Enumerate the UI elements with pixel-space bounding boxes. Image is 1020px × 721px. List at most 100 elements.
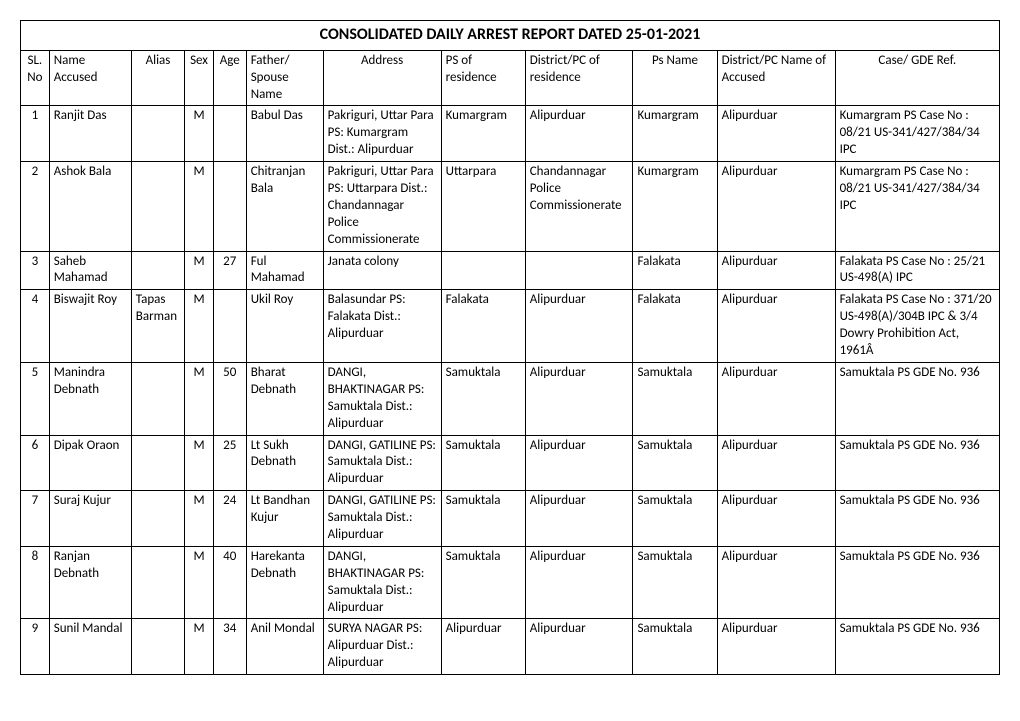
cell-sex: M <box>185 546 214 619</box>
cell-fsn: Babul Das <box>246 106 323 162</box>
cell-alias <box>131 491 184 547</box>
cell-dist: Chandannagar Police Commissionerate <box>525 162 633 251</box>
cell-dist: Alipurduar <box>525 619 633 675</box>
cell-dist <box>525 251 633 290</box>
cell-addr: DANGI, GATILINE PS: Samuktala Dist.: Ali… <box>323 491 441 547</box>
cell-fsn: Lt Bandhan Kujur <box>246 491 323 547</box>
cell-dacc: Alipurduar <box>717 491 835 547</box>
table-header-row: SL. No Name Accused Alias Sex Age Father… <box>21 50 1000 106</box>
cell-case: Samuktala PS GDE No. 936 <box>835 362 999 435</box>
col-addr: Address <box>323 50 441 106</box>
col-fsn: Father/ Spouse Name <box>246 50 323 106</box>
cell-case: Samuktala PS GDE No. 936 <box>835 546 999 619</box>
cell-case: Kumargram PS Case No : 08/21 US-341/427/… <box>835 162 999 251</box>
cell-psr: Uttarpara <box>441 162 525 251</box>
col-sex: Sex <box>185 50 214 106</box>
arrest-report-table: CONSOLIDATED DAILY ARREST REPORT DATED 2… <box>20 20 1000 675</box>
cell-addr: DANGI, BHAKTINAGAR PS: Samuktala Dist.: … <box>323 546 441 619</box>
cell-age: 50 <box>213 362 246 435</box>
cell-case: Falakata PS Case No : 25/21 US-498(A) IP… <box>835 251 999 290</box>
cell-name: Saheb Mahamad <box>49 251 131 290</box>
cell-fsn: Chitranjan Bala <box>246 162 323 251</box>
cell-sl: 2 <box>21 162 50 251</box>
cell-dacc: Alipurduar <box>717 290 835 363</box>
cell-alias <box>131 362 184 435</box>
cell-case: Falakata PS Case No : 371/20 US-498(A)/3… <box>835 290 999 363</box>
cell-addr: Balasundar PS: Falakata Dist.: Alipurdua… <box>323 290 441 363</box>
cell-age <box>213 162 246 251</box>
cell-alias <box>131 546 184 619</box>
cell-sex: M <box>185 290 214 363</box>
cell-addr: Pakriguri, Uttar Para PS: Uttarpara Dist… <box>323 162 441 251</box>
cell-fsn: Harekanta Debnath <box>246 546 323 619</box>
cell-dist: Alipurduar <box>525 106 633 162</box>
cell-psn: Falakata <box>633 290 717 363</box>
cell-name: Ashok Bala <box>49 162 131 251</box>
table-row: 3Saheb Mahamad M27Ful MahamadJanata colon… <box>21 251 1000 290</box>
cell-sl: 4 <box>21 290 50 363</box>
cell-alias <box>131 162 184 251</box>
cell-sl: 8 <box>21 546 50 619</box>
cell-addr: DANGI, BHAKTINAGAR PS: Samuktala Dist.: … <box>323 362 441 435</box>
cell-addr: SURYA NAGAR PS: Alipurduar Dist.: Alipur… <box>323 619 441 675</box>
cell-dacc: Alipurduar <box>717 251 835 290</box>
cell-dist: Alipurduar <box>525 491 633 547</box>
cell-sex: M <box>185 362 214 435</box>
cell-name: Dipak Oraon <box>49 435 131 491</box>
col-name: Name Accused <box>49 50 131 106</box>
cell-fsn: Anil Mondal <box>246 619 323 675</box>
cell-name: Manindra Debnath <box>49 362 131 435</box>
cell-sex: M <box>185 491 214 547</box>
cell-sex: M <box>185 162 214 251</box>
cell-age: 27 <box>213 251 246 290</box>
cell-case: Samuktala PS GDE No. 936 <box>835 435 999 491</box>
cell-psr: Samuktala <box>441 435 525 491</box>
cell-fsn: Lt Sukh Debnath <box>246 435 323 491</box>
cell-psr: Falakata <box>441 290 525 363</box>
cell-psn: Kumargram <box>633 106 717 162</box>
table-body: 1Ranjit Das M Babul DasPakriguri, Uttar Pa… <box>21 106 1000 675</box>
cell-addr: Janata colony <box>323 251 441 290</box>
cell-fsn: Ukil Roy <box>246 290 323 363</box>
cell-psn: Samuktala <box>633 435 717 491</box>
cell-addr: Pakriguri, Uttar Para PS: Kumargram Dist… <box>323 106 441 162</box>
cell-alias <box>131 435 184 491</box>
cell-fsn: Bharat Debnath <box>246 362 323 435</box>
col-dist: District/PC of residence <box>525 50 633 106</box>
cell-psr: Samuktala <box>441 362 525 435</box>
cell-sex: M <box>185 106 214 162</box>
col-psr: PS of residence <box>441 50 525 106</box>
col-psn: Ps Name <box>633 50 717 106</box>
cell-addr: DANGI, GATILINE PS: Samuktala Dist.: Ali… <box>323 435 441 491</box>
cell-psr: Samuktala <box>441 546 525 619</box>
table-row: 4Biswajit RoyTapas BarmanMUkil RoyBalasu… <box>21 290 1000 363</box>
cell-age: 24 <box>213 491 246 547</box>
cell-age: 25 <box>213 435 246 491</box>
col-sl: SL. No <box>21 50 50 106</box>
report-title: CONSOLIDATED DAILY ARREST REPORT DATED 2… <box>21 21 1000 51</box>
cell-age: 34 <box>213 619 246 675</box>
table-row: 8Ranjan DebnathM40Harekanta DebnathDANGI… <box>21 546 1000 619</box>
col-dacc: District/PC Name of Accused <box>717 50 835 106</box>
cell-fsn: Ful Mahamad <box>246 251 323 290</box>
table-row: 1Ranjit Das M Babul DasPakriguri, Uttar Pa… <box>21 106 1000 162</box>
cell-case: Samuktala PS GDE No. 936 <box>835 491 999 547</box>
cell-sex: M <box>185 251 214 290</box>
table-row: 2Ashok Bala M Chitranjan BalaPakriguri, Ut… <box>21 162 1000 251</box>
cell-sl: 9 <box>21 619 50 675</box>
cell-dist: Alipurduar <box>525 435 633 491</box>
table-row: 7Suraj KujurM24Lt Bandhan KujurDANGI, GA… <box>21 491 1000 547</box>
cell-name: Ranjit Das <box>49 106 131 162</box>
cell-age <box>213 290 246 363</box>
cell-sl: 3 <box>21 251 50 290</box>
cell-psr: Alipurduar <box>441 619 525 675</box>
cell-sl: 1 <box>21 106 50 162</box>
table-row: 6Dipak OraonM25Lt Sukh DebnathDANGI, GAT… <box>21 435 1000 491</box>
cell-dacc: Alipurduar <box>717 435 835 491</box>
cell-sl: 5 <box>21 362 50 435</box>
cell-dacc: Alipurduar <box>717 362 835 435</box>
col-case: Case/ GDE Ref. <box>835 50 999 106</box>
cell-alias <box>131 106 184 162</box>
cell-psr: Samuktala <box>441 491 525 547</box>
cell-sl: 6 <box>21 435 50 491</box>
